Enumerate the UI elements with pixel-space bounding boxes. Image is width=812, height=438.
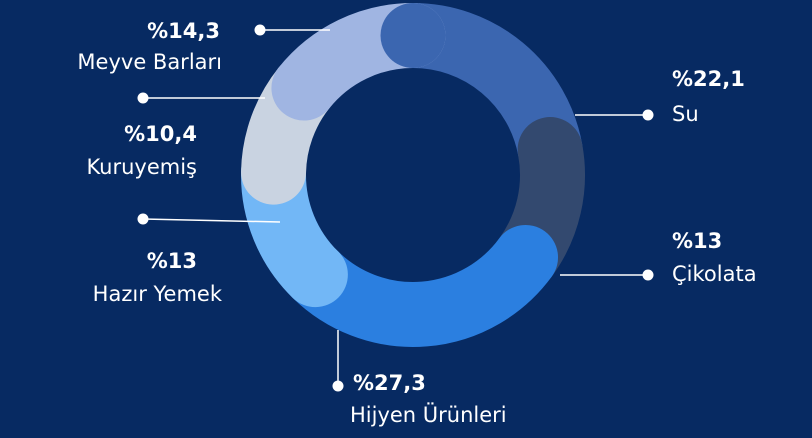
category-label: Hazır Yemek: [93, 282, 223, 306]
segment-cap: [380, 3, 446, 68]
leader-dot: [332, 380, 344, 392]
leader-dot: [642, 109, 654, 121]
value-label: %10,4: [124, 122, 197, 146]
leader-dot: [137, 213, 149, 225]
category-label: Kuruyemiş: [86, 155, 197, 179]
category-label: Su: [672, 102, 699, 126]
leader-dot: [137, 92, 149, 104]
value-label: %27,3: [353, 371, 426, 395]
category-label: Çikolata: [672, 262, 757, 286]
value-label: %14,3: [147, 19, 220, 43]
value-label: %13: [147, 249, 197, 273]
donut-segment: [282, 224, 559, 347]
category-label: Hijyen Ürünleri: [350, 402, 507, 427]
category-label: Meyve Barları: [77, 50, 222, 74]
leader-dot: [254, 24, 266, 36]
value-label: %22,1: [672, 67, 745, 91]
leader-line: [142, 218, 281, 223]
value-label: %13: [672, 229, 722, 253]
leader-dot: [642, 269, 654, 281]
